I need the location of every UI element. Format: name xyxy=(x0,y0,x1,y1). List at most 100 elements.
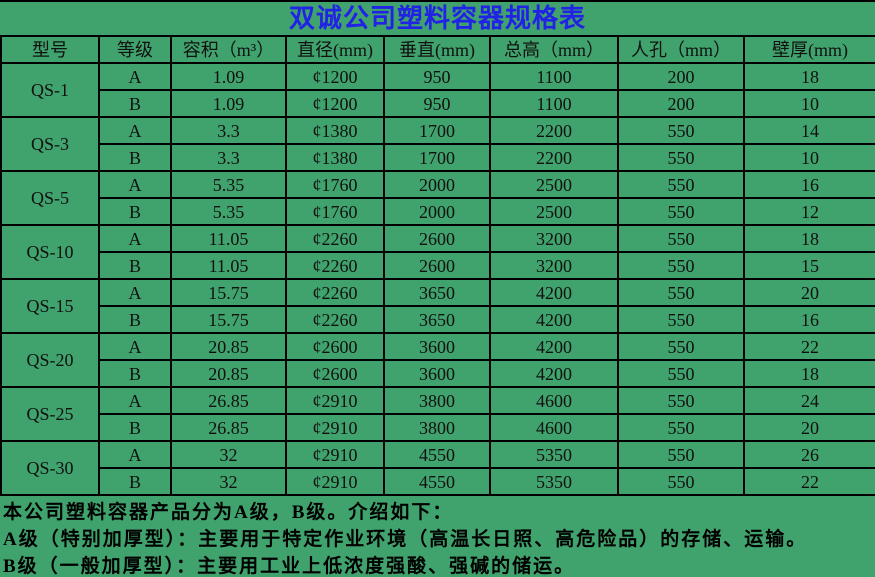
table-cell: 18 xyxy=(743,62,875,91)
table-cell: 14 xyxy=(743,116,875,145)
table-cell: 550 xyxy=(617,278,745,307)
table-cell: ¢2910 xyxy=(285,413,385,442)
table-cell: 22 xyxy=(743,467,875,496)
column-header: 容积（m³） xyxy=(170,35,287,64)
note-intro: 本公司塑料容器产品分为A级，B级。介绍如下： xyxy=(3,502,454,523)
spec-table: 型号 等级 容积（m³） 直径(mm) 垂直(mm) 总高（mm） 人孔（mm） 壁厚(mm)… xyxy=(0,35,875,496)
table-cell: 18 xyxy=(743,224,875,253)
table-cell: 32 xyxy=(170,467,287,496)
table-cell: 4550 xyxy=(383,440,491,469)
table-cell: 2000 xyxy=(383,197,491,226)
table-cell: 20.85 xyxy=(170,332,287,361)
table-cell: 1700 xyxy=(383,143,491,172)
table-cell: A xyxy=(98,278,172,307)
table-cell: A xyxy=(98,170,172,199)
table-cell: 4600 xyxy=(489,413,619,442)
table-cell: 550 xyxy=(617,251,745,280)
table-cell: 2600 xyxy=(383,251,491,280)
table-cell: 16 xyxy=(743,170,875,199)
table-cell: ¢1380 xyxy=(285,116,385,145)
table-row: QS-15 A 15.75 ¢2260 3650 4200 550 20 xyxy=(0,278,875,334)
table-cell: 550 xyxy=(617,440,745,469)
table-cell: 20 xyxy=(743,278,875,307)
table-cell: ¢1200 xyxy=(285,62,385,91)
table-cell: 950 xyxy=(383,62,491,91)
table-cell: 4200 xyxy=(489,305,619,334)
table-cell: ¢1380 xyxy=(285,143,385,172)
table-cell: A xyxy=(98,116,172,145)
table-cell: 550 xyxy=(617,116,745,145)
model-cell: QS-10 xyxy=(0,224,100,280)
table-cell: A xyxy=(98,224,172,253)
table-row: B 11.05 ¢2260 2600 3200 550 15 xyxy=(1,251,875,280)
table-row: QS-25 A 26.85 ¢2910 3800 4600 550 24 xyxy=(0,386,875,442)
table-row: QS-3 A 3.3 ¢1380 1700 2200 550 14 xyxy=(0,116,875,172)
table-cell: B xyxy=(98,251,172,280)
table-cell: 550 xyxy=(617,305,745,334)
model-cell: QS-5 xyxy=(0,170,100,226)
column-header: 直径(mm) xyxy=(285,35,385,64)
model-cell: QS-30 xyxy=(0,440,100,496)
sheet-title-row: 双诚公司塑料容器规格表 xyxy=(0,2,875,35)
table-cell: 200 xyxy=(617,89,745,118)
table-row: QS-5 A 5.35 ¢1760 2000 2500 550 16 xyxy=(0,170,875,226)
column-header: 人孔（mm） xyxy=(617,35,745,64)
table-cell: ¢2910 xyxy=(285,386,385,415)
table-cell: 4200 xyxy=(489,332,619,361)
table-row: B 3.3 ¢1380 1700 2200 550 10 xyxy=(1,143,875,172)
table-cell: A xyxy=(98,62,172,91)
table-cell: 20 xyxy=(743,413,875,442)
table-cell: B xyxy=(98,143,172,172)
table-cell: 5.35 xyxy=(170,197,287,226)
table-cell: 20.85 xyxy=(170,359,287,388)
table-cell: ¢2600 xyxy=(285,332,385,361)
table-cell: 2200 xyxy=(489,143,619,172)
table-cell: 200 xyxy=(617,62,745,91)
table-row: B 20.85 ¢2600 3600 4200 550 18 xyxy=(1,359,875,388)
table-row: QS-30 A 32 ¢2910 4550 5350 550 26 xyxy=(0,440,875,496)
column-header: 壁厚(mm) xyxy=(743,35,875,64)
note-grade-a: A级（特别加厚型）：主要用于特定作业环境（高温长日照、高危险品）的存储、运输。 xyxy=(3,529,808,550)
model-cell: QS-1 xyxy=(0,62,100,118)
table-cell: 10 xyxy=(743,143,875,172)
table-cell: 3.3 xyxy=(170,116,287,145)
table-row: B 32 ¢2910 4550 5350 550 22 xyxy=(1,467,875,496)
model-cell: QS-20 xyxy=(0,332,100,388)
table-cell: ¢2260 xyxy=(285,224,385,253)
table-cell: 550 xyxy=(617,170,745,199)
table-cell: 2200 xyxy=(489,116,619,145)
table-cell: 1100 xyxy=(489,89,619,118)
table-cell: 2000 xyxy=(383,170,491,199)
column-header: 等级 xyxy=(98,35,172,64)
table-cell: 26 xyxy=(743,440,875,469)
sheet-title: 双诚公司塑料容器规格表 xyxy=(288,3,586,33)
table-cell: 3650 xyxy=(383,278,491,307)
table-cell: 32 xyxy=(170,440,287,469)
table-cell: 18 xyxy=(743,359,875,388)
table-cell: B xyxy=(98,197,172,226)
table-cell: 26.85 xyxy=(170,413,287,442)
table-cell: 550 xyxy=(617,386,745,415)
table-row: B 26.85 ¢2910 3800 4600 550 20 xyxy=(1,413,875,442)
table-cell: 3200 xyxy=(489,224,619,253)
table-cell: 3600 xyxy=(383,332,491,361)
table-cell: B xyxy=(98,467,172,496)
table-cell: 3650 xyxy=(383,305,491,334)
table-cell: 4550 xyxy=(383,467,491,496)
table-cell: ¢2260 xyxy=(285,305,385,334)
table-cell: 550 xyxy=(617,197,745,226)
model-cell: QS-15 xyxy=(0,278,100,334)
table-cell: B xyxy=(98,305,172,334)
table-cell: 550 xyxy=(617,467,745,496)
table-cell: B xyxy=(98,413,172,442)
table-cell: 550 xyxy=(617,413,745,442)
model-cell: QS-3 xyxy=(0,116,100,172)
table-cell: A xyxy=(98,332,172,361)
table-cell: 11.05 xyxy=(170,224,287,253)
table-cell: ¢1200 xyxy=(285,89,385,118)
table-cell: 15.75 xyxy=(170,305,287,334)
table-cell: 26.85 xyxy=(170,386,287,415)
table-cell: 15 xyxy=(743,251,875,280)
model-cell: QS-25 xyxy=(0,386,100,442)
